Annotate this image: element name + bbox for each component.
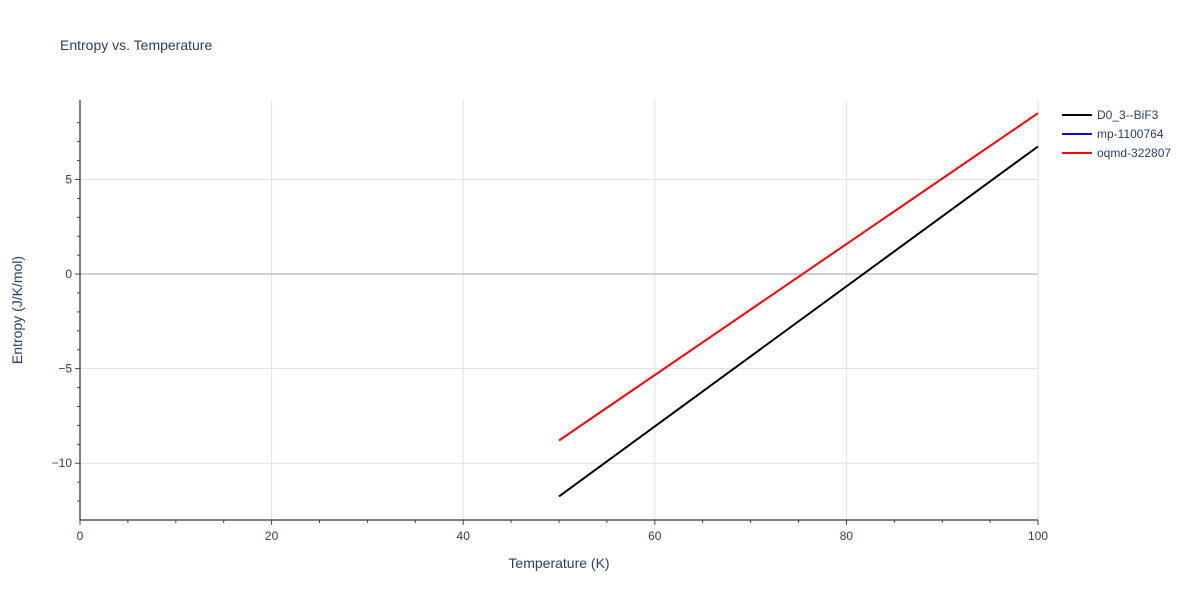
series-line-oqmd-322807 (558, 112, 1039, 442)
x-tick-label: 20 (265, 529, 279, 543)
tick-labels: 0 20 40 60 80 100 −10 −5 0 5 (52, 172, 1049, 543)
y-tick-label: −5 (58, 362, 72, 376)
legend-label: oqmd-322807 (1097, 146, 1171, 160)
axes (75, 100, 1039, 525)
plot-area (558, 112, 1039, 498)
legend: D0_3--BiF3 mp-1100764 oqmd-322807 (1062, 108, 1171, 160)
legend-label: D0_3--BiF3 (1097, 108, 1159, 122)
x-tick-label: 80 (840, 529, 854, 543)
x-tick-label: 0 (77, 529, 84, 543)
chart-title: Entropy vs. Temperature (60, 37, 212, 53)
y-tick-label: 5 (65, 172, 72, 186)
x-tick-label: 40 (457, 529, 471, 543)
y-axis-title: Entropy (J/K/mol) (9, 256, 25, 364)
series-line-D0_3--BiF3 (558, 145, 1039, 498)
y-tick-label: −10 (52, 456, 73, 470)
grid-lines (80, 100, 1039, 520)
legend-label: mp-1100764 (1097, 127, 1164, 141)
x-tick-label: 100 (1028, 529, 1048, 543)
x-axis-title: Temperature (K) (508, 555, 609, 571)
x-tick-label: 60 (648, 529, 662, 543)
y-tick-label: 0 (65, 267, 72, 281)
